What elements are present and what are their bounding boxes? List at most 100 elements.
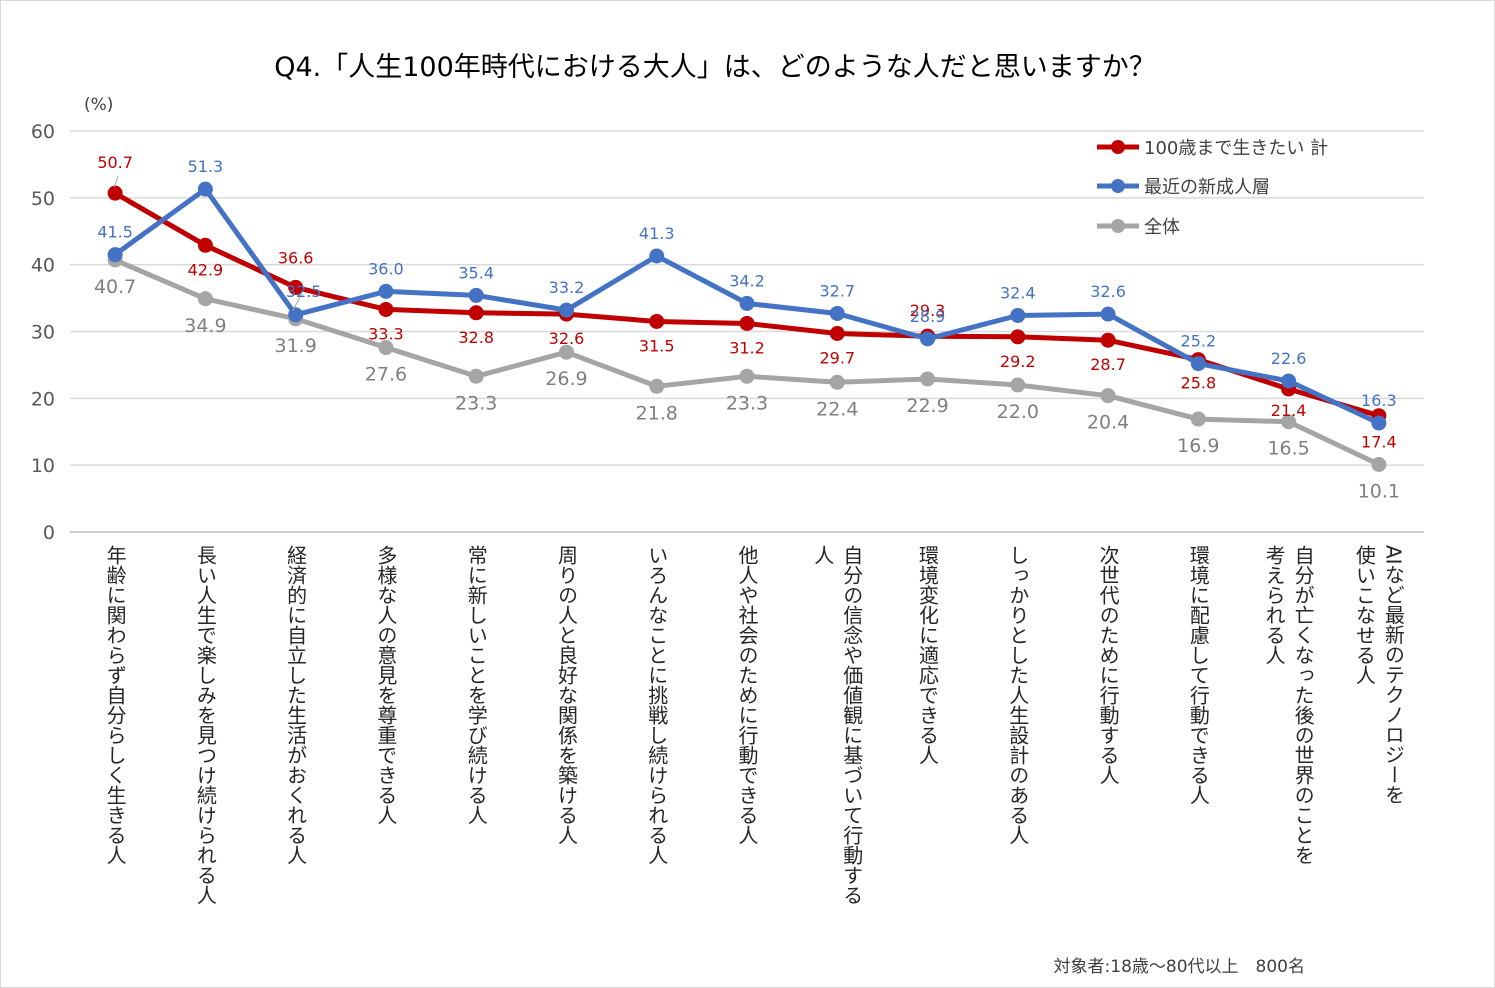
category-label-6: 周りの人と良好な関係を築ける人 — [554, 545, 578, 845]
data-label-series-3-12: 20.4 — [1087, 412, 1129, 434]
legend-label-series-3: 全体 — [1144, 217, 1180, 238]
point-series-1-9[interactable] — [829, 326, 845, 342]
point-series-1-5[interactable] — [468, 305, 484, 321]
point-series-2-7[interactable] — [649, 248, 665, 264]
leader-line-series-2-3 — [292, 293, 303, 312]
data-label-series-3-10: 22.9 — [906, 395, 948, 417]
point-series-3-13[interactable] — [1190, 411, 1206, 427]
legend-marker-series-3 — [1111, 219, 1125, 233]
point-series-1-3[interactable] — [288, 279, 304, 295]
data-label-series-2-15: 16.3 — [1361, 391, 1397, 410]
point-series-1-2[interactable] — [197, 237, 213, 253]
data-label-series-1-10: 29.3 — [910, 301, 946, 320]
point-series-3-8[interactable] — [739, 368, 755, 384]
point-series-3-4[interactable] — [378, 340, 394, 356]
data-label-series-2-3: 32.5 — [286, 282, 322, 301]
point-series-1-7[interactable] — [649, 313, 665, 329]
data-label-series-1-11: 29.2 — [1000, 352, 1036, 371]
point-series-2-13[interactable] — [1190, 356, 1206, 372]
point-series-3-14[interactable] — [1281, 414, 1297, 430]
category-label-5: 常に新しいことを学び続ける人 — [464, 545, 488, 825]
y-axis-ticks: 0 10 20 30 40 50 60 — [31, 121, 55, 544]
data-label-series-2-14: 22.6 — [1271, 349, 1307, 368]
data-label-series-3-13: 16.9 — [1177, 435, 1219, 457]
category-label-15-line-1: AIなど最新のテクノロジーを — [1381, 545, 1405, 805]
legend-item-series-2[interactable]: 最近の新成人層 — [1097, 177, 1270, 198]
data-label-series-3-7: 21.8 — [636, 402, 678, 424]
y-tick-label-50: 50 — [31, 188, 55, 210]
data-label-series-3-6: 26.9 — [545, 368, 587, 390]
point-series-2-1[interactable] — [107, 247, 123, 263]
point-series-1-11[interactable] — [1010, 329, 1026, 345]
series-lines — [107, 181, 1387, 472]
data-label-series-2-6: 33.2 — [549, 278, 585, 297]
point-series-2-6[interactable] — [558, 302, 574, 318]
data-label-series-2-2: 51.3 — [188, 157, 224, 176]
point-series-2-2[interactable] — [197, 181, 213, 197]
leader-line-series-1-1 — [113, 175, 119, 188]
point-series-2-12[interactable] — [1100, 306, 1116, 322]
data-label-series-1-3: 36.6 — [278, 248, 314, 267]
category-label-2: 長い人生で楽しみを見つけ続けられる人 — [193, 545, 217, 905]
point-series-2-9[interactable] — [829, 305, 845, 321]
data-label-series-1-5: 32.8 — [458, 328, 494, 347]
category-label-14-line-2: 考えられる人 — [1262, 545, 1286, 665]
point-series-2-10[interactable] — [920, 331, 936, 347]
data-label-series-1-7: 31.5 — [639, 336, 675, 355]
data-label-series-2-1: 41.5 — [97, 223, 133, 242]
category-label-3: 経済的に自立した生活がおくれる人 — [284, 545, 308, 865]
point-series-3-11[interactable] — [1010, 377, 1026, 393]
point-series-3-6[interactable] — [558, 344, 574, 360]
data-label-series-2-7: 41.3 — [639, 224, 675, 243]
point-series-2-4[interactable] — [378, 283, 394, 299]
data-label-series-3-1: 40.7 — [94, 276, 136, 298]
data-label-series-2-5: 35.4 — [458, 263, 494, 282]
gridlines — [70, 130, 1424, 533]
legend-marker-series-2 — [1111, 179, 1125, 193]
point-series-2-11[interactable] — [1010, 307, 1026, 323]
data-label-series-3-9: 22.4 — [816, 398, 858, 420]
point-series-3-10[interactable] — [920, 371, 936, 387]
data-label-series-3-2: 34.9 — [184, 315, 226, 337]
category-label-9-line-1: 自分の信念や価値観に基づいて行動する — [840, 545, 864, 905]
point-series-2-8[interactable] — [739, 295, 755, 311]
point-series-3-5[interactable] — [468, 368, 484, 384]
data-label-series-2-10: 28.9 — [910, 307, 946, 326]
data-label-series-1-2: 42.9 — [188, 260, 224, 279]
category-label-15-line-2: 使いこなせる人 — [1352, 545, 1376, 685]
point-series-2-3[interactable] — [288, 307, 304, 323]
point-series-2-15[interactable] — [1371, 415, 1387, 431]
point-series-1-4[interactable] — [378, 301, 394, 317]
legend: 100歳まで生きたい 計 最近の新成人層 全体 — [1097, 138, 1328, 238]
data-label-series-3-15: 10.1 — [1358, 480, 1400, 502]
category-label-13: 環境に配慮して行動できる人 — [1186, 545, 1210, 805]
data-label-series-1-4: 33.3 — [368, 324, 404, 343]
point-series-1-12[interactable] — [1100, 332, 1116, 348]
point-series-3-12[interactable] — [1100, 388, 1116, 404]
data-label-series-1-8: 31.2 — [729, 338, 765, 357]
point-series-1-1[interactable] — [107, 185, 123, 201]
point-series-3-9[interactable] — [829, 374, 845, 390]
category-label-14-line-1: 自分が亡くなった後の世界のことを — [1291, 545, 1315, 865]
category-label-9-line-2: 人 — [811, 545, 835, 565]
data-label-series-2-9: 32.7 — [819, 281, 855, 300]
point-series-3-2[interactable] — [197, 291, 213, 307]
legend-item-series-1[interactable]: 100歳まで生きたい 計 — [1097, 138, 1328, 159]
data-label-series-3-3: 31.9 — [275, 335, 317, 357]
point-series-2-14[interactable] — [1281, 373, 1297, 389]
category-label-1: 年齢に関わらず自分らしく生きる人 — [103, 545, 127, 865]
data-label-series-2-11: 32.4 — [1000, 283, 1036, 302]
footnote: 対象者:18歳～80代以上 800名 — [1054, 957, 1305, 977]
point-series-3-7[interactable] — [649, 378, 665, 394]
legend-item-series-3[interactable]: 全体 — [1097, 217, 1180, 238]
data-label-series-1-9: 29.7 — [819, 349, 855, 368]
point-series-3-15[interactable] — [1371, 456, 1387, 472]
y-tick-label-0: 0 — [43, 522, 55, 544]
point-series-1-8[interactable] — [739, 315, 755, 331]
point-series-2-5[interactable] — [468, 287, 484, 303]
category-label-8: 他人や社会のために行動できる人 — [735, 545, 759, 845]
data-label-series-2-13: 25.2 — [1181, 332, 1217, 351]
data-label-series-1-15: 17.4 — [1361, 433, 1397, 452]
data-label-series-3-5: 23.3 — [455, 392, 497, 414]
category-label-10: 環境変化に適応できる人 — [916, 545, 940, 765]
